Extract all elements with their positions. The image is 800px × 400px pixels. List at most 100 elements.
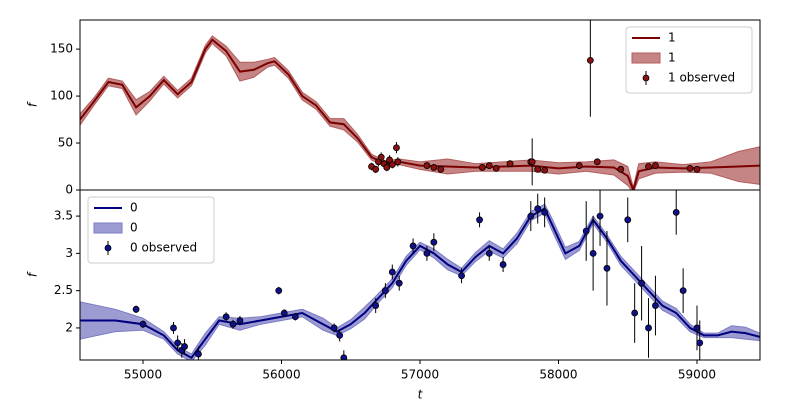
observation: [499, 261, 507, 268]
observation: [383, 164, 391, 171]
x-tick-label: 55000: [124, 368, 162, 382]
y-tick-label: 0: [65, 183, 73, 197]
observation: [330, 324, 338, 332]
observation: [679, 287, 687, 295]
y-tick-label: 100: [50, 89, 73, 103]
observation: [528, 158, 536, 166]
observation: [582, 227, 590, 235]
observation: [388, 268, 396, 276]
legend-swatch: [631, 52, 661, 64]
observation: [195, 350, 202, 358]
observation: [394, 158, 402, 166]
observation: [541, 208, 549, 216]
x-tick-label: 57000: [401, 368, 439, 382]
observation: [492, 164, 500, 172]
y-axis-label: f: [26, 271, 40, 277]
observation: [645, 163, 652, 170]
observation: [409, 242, 417, 250]
observation: [693, 165, 701, 173]
legend-box: [87, 196, 215, 264]
observation: [672, 208, 680, 216]
observation: [372, 302, 380, 309]
legend-label: 1: [668, 51, 676, 65]
legend-swatch: [93, 222, 123, 234]
observation: [534, 165, 542, 173]
observation: [575, 162, 583, 169]
observation: [541, 166, 549, 174]
observation: [593, 158, 601, 166]
observation: [423, 249, 431, 257]
legend-label: 1: [668, 31, 676, 45]
observation: [476, 216, 483, 224]
observation: [652, 302, 659, 309]
observation: [388, 161, 396, 169]
y-axis-label: f: [26, 101, 40, 107]
legend-label: 0 observed: [130, 241, 197, 255]
legend-label: 0: [130, 201, 138, 215]
y-tick-label: 2.5: [54, 283, 73, 297]
legend-box: [625, 26, 753, 94]
legend-swatch: [104, 244, 112, 252]
observation: [236, 317, 244, 324]
observation: [280, 309, 288, 317]
observation: [395, 279, 403, 287]
x-tick-label: 58000: [539, 368, 577, 382]
observation: [586, 56, 594, 64]
observation: [485, 162, 493, 169]
observation: [596, 212, 604, 220]
mean-line: [80, 38, 760, 190]
observation: [485, 249, 493, 257]
confidence-band: [80, 35, 760, 190]
x-tick-label: 56000: [262, 368, 300, 382]
observation: [170, 324, 177, 332]
observation: [589, 249, 597, 257]
observation: [686, 164, 694, 172]
y-tick-label: 150: [50, 42, 73, 56]
observation: [458, 272, 465, 280]
observation: [617, 165, 625, 173]
observation: [652, 162, 659, 169]
observation: [430, 238, 438, 246]
observation: [478, 164, 486, 171]
observation: [527, 212, 535, 220]
observation: [645, 324, 652, 332]
observation: [638, 279, 645, 287]
observation: [693, 324, 701, 332]
observation: [222, 313, 230, 321]
observation: [291, 313, 299, 321]
plot-area: [80, 20, 760, 190]
x-axis-label: t: [418, 388, 424, 400]
observation: [336, 331, 344, 339]
observation: [534, 205, 542, 213]
observation: [340, 354, 348, 360]
x-tick-label: 59000: [678, 368, 716, 382]
observation: [132, 305, 140, 313]
legend-label: 0: [130, 221, 138, 235]
observation: [430, 164, 438, 171]
observation: [506, 160, 514, 168]
observation: [381, 287, 389, 295]
observation: [423, 162, 431, 169]
confidence-band: [80, 203, 760, 360]
y-tick-label: 50: [58, 136, 73, 150]
plot-area: [80, 190, 760, 360]
observation: [174, 339, 182, 347]
y-tick-label: 2: [65, 320, 73, 334]
observation: [139, 320, 147, 328]
observation: [377, 153, 385, 161]
observation: [603, 264, 611, 272]
observation: [181, 343, 188, 350]
observation: [372, 165, 380, 173]
observation: [631, 309, 639, 317]
y-tick-label: 3.5: [54, 209, 73, 223]
observation: [275, 287, 283, 295]
observation: [229, 320, 237, 328]
y-tick-label: 3: [65, 246, 73, 260]
observation: [696, 339, 704, 347]
legend-label: 1 observed: [668, 71, 735, 85]
legend-swatch: [642, 74, 650, 82]
observation: [437, 165, 445, 173]
observation: [393, 144, 400, 152]
observation: [624, 216, 632, 224]
